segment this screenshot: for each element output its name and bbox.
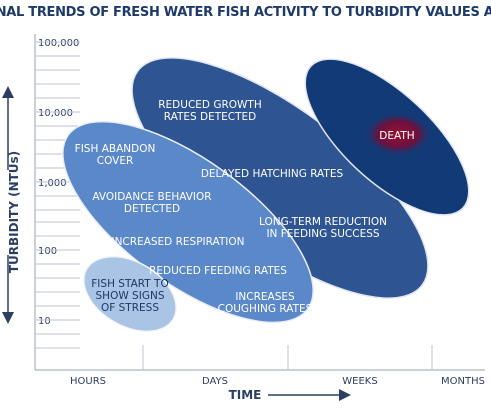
axes: TURBIDITY (NTUs) TIME 100,000 10,000 1,000… <box>2 34 485 402</box>
x-tick-label: WEEKS <box>342 376 377 387</box>
x-tick-label: MONTHS <box>441 376 485 387</box>
region-label: COVER <box>97 155 134 167</box>
y-tick-label: 100 <box>38 246 57 257</box>
y-axis-label: TURBIDITY (NTUs) <box>7 151 21 273</box>
y-tick-label: 100,000 <box>38 38 79 49</box>
death-glow <box>364 112 432 156</box>
x-axis-label: TIME <box>229 388 262 402</box>
title: RELATIONAL TRENDS OF FRESH WATER FISH AC… <box>0 5 491 20</box>
regions <box>62 57 470 333</box>
region-label: RATES DETECTED <box>164 111 257 123</box>
region-label: INCREASED RESPIRATION <box>111 236 244 248</box>
region-label: IN FEEDING SUCCESS <box>266 228 379 240</box>
region-label: AVOIDANCE BEHAVIOR <box>92 191 211 203</box>
region-label: FISH ABANDON <box>75 143 156 155</box>
stress-region <box>83 255 177 333</box>
region-label: COUGHING RATES <box>218 303 313 315</box>
region-label: INCREASES <box>235 291 295 303</box>
region-label: FISH START TO <box>91 278 168 290</box>
x-tick-label: DAYS <box>202 376 228 387</box>
x-tick-label: HOURS <box>70 376 106 387</box>
region-label: REDUCED GROWTH <box>158 99 261 111</box>
death-label: DEATH <box>379 130 414 142</box>
region-label: REDUCED FEEDING RATES <box>149 265 287 277</box>
region-label: DETECTED <box>124 203 180 215</box>
y-tick-label: 1,000 <box>38 178 67 189</box>
region-label: OF STRESS <box>101 302 159 314</box>
region-label: DELAYED HATCHING RATES <box>201 168 344 180</box>
region-label: SHOW SIGNS <box>96 290 165 302</box>
y-tick-label: 10,000 <box>38 108 73 119</box>
region-label: LONG-TERM REDUCTION <box>259 216 387 228</box>
y-tick-label: 10 <box>38 316 51 327</box>
